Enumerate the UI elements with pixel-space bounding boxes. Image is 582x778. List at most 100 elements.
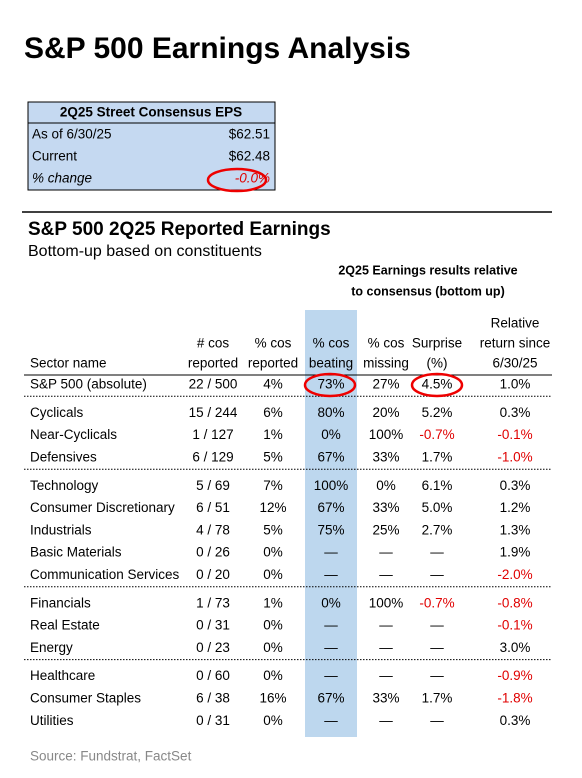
sector-name: Real Estate: [30, 618, 100, 633]
table-subtitle: Bottom-up based on constituents: [28, 243, 262, 260]
cell: 1%: [263, 595, 283, 610]
cell: 15 / 244: [189, 405, 238, 420]
column-header: # cos: [197, 336, 230, 351]
cell: 1.7%: [422, 449, 453, 464]
cell: —: [430, 567, 444, 582]
column-header: Surprise: [412, 336, 462, 351]
cell: 0%: [263, 545, 283, 560]
cell: -0.8%: [497, 595, 532, 610]
sector-name: Near-Cyclicals: [30, 427, 117, 442]
cell: 5%: [263, 522, 283, 537]
cell: —: [430, 545, 444, 560]
cell: -0.7%: [419, 595, 454, 610]
cell: 100%: [369, 595, 404, 610]
cell: -0.7%: [419, 427, 454, 442]
cell: —: [379, 567, 393, 582]
column-header: reported: [248, 356, 298, 371]
group-header: 2Q25 Earnings results relative: [338, 263, 517, 277]
cell: 22 / 500: [189, 377, 238, 392]
cell: 5.0%: [422, 500, 453, 515]
cell: 5 / 69: [196, 478, 230, 493]
cell: —: [430, 713, 444, 728]
cell: 0.3%: [500, 478, 531, 493]
cell: —: [430, 640, 444, 655]
sector-name: Utilities: [30, 713, 74, 728]
cell: 6.1%: [422, 478, 453, 493]
sector-name: Consumer Discretionary: [30, 500, 175, 515]
cell: -0.9%: [497, 668, 532, 683]
cell: 5%: [263, 449, 283, 464]
cell: 2.7%: [422, 522, 453, 537]
cell: 1.7%: [422, 690, 453, 705]
cell: -2.0%: [497, 567, 532, 582]
cell: —: [379, 668, 393, 683]
cell: 1.9%: [500, 545, 531, 560]
cell: 1.3%: [500, 522, 531, 537]
column-header: % cos: [313, 336, 350, 351]
sector-name: Energy: [30, 640, 73, 655]
highlight-oval: [410, 372, 464, 398]
cell: -1.0%: [497, 449, 532, 464]
cell: 4 / 78: [196, 522, 230, 537]
box-label: Current: [32, 149, 77, 164]
cell: —: [379, 713, 393, 728]
cell: 0 / 23: [196, 640, 230, 655]
cell: -0.1%: [497, 618, 532, 633]
column-header: return since: [480, 336, 551, 351]
sector-name: Basic Materials: [30, 545, 122, 560]
column-header: 6/30/25: [492, 356, 537, 371]
cell: 0%: [376, 478, 396, 493]
cell: 3.0%: [500, 640, 531, 655]
cell: 6 / 51: [196, 500, 230, 515]
cell: 0 / 26: [196, 545, 230, 560]
box-header: 2Q25 Street Consensus EPS: [60, 105, 242, 120]
cell: 0.3%: [500, 713, 531, 728]
cell: —: [379, 618, 393, 633]
cell: 0 / 60: [196, 668, 230, 683]
column-header: % cos: [368, 336, 405, 351]
sector-name: S&P 500 (absolute): [30, 377, 147, 392]
cell: 73%: [317, 377, 344, 392]
cell: —: [324, 640, 338, 655]
cell: 100%: [369, 427, 404, 442]
box-value: -0.0%: [235, 171, 270, 186]
column-header: Relative: [491, 316, 540, 331]
highlight-oval: [303, 372, 357, 398]
cell: 1%: [263, 427, 283, 442]
cell: 12%: [259, 500, 286, 515]
cell: 0%: [321, 427, 341, 442]
cell: 0%: [263, 668, 283, 683]
column-header: % cos: [255, 336, 292, 351]
cell: 100%: [314, 478, 349, 493]
cell: —: [324, 567, 338, 582]
sector-name: Financials: [30, 595, 91, 610]
cell: 67%: [317, 449, 344, 464]
cell: —: [430, 668, 444, 683]
page-title: S&P 500 Earnings Analysis: [24, 32, 411, 65]
cell: 33%: [372, 500, 399, 515]
cell: -0.1%: [497, 427, 532, 442]
cell: 1 / 127: [192, 427, 233, 442]
sector-name: Healthcare: [30, 668, 95, 683]
cell: 0.3%: [500, 405, 531, 420]
cell: 20%: [372, 405, 399, 420]
sector-name: Technology: [30, 478, 99, 493]
highlight-column: [305, 310, 357, 737]
cell: 6 / 38: [196, 690, 230, 705]
highlight-oval: [206, 167, 268, 193]
cell: 1.0%: [500, 377, 531, 392]
cell: 0%: [263, 567, 283, 582]
cell: 33%: [372, 449, 399, 464]
cell: 5.2%: [422, 405, 453, 420]
cell: 27%: [372, 377, 399, 392]
cell: 6 / 129: [192, 449, 233, 464]
cell: —: [379, 545, 393, 560]
sector-name: Consumer Staples: [30, 690, 141, 705]
cell: -1.8%: [497, 690, 532, 705]
cell: —: [324, 618, 338, 633]
cell: 6%: [263, 405, 283, 420]
cell: 4.5%: [422, 377, 453, 392]
cell: 67%: [317, 690, 344, 705]
cell: 33%: [372, 690, 399, 705]
